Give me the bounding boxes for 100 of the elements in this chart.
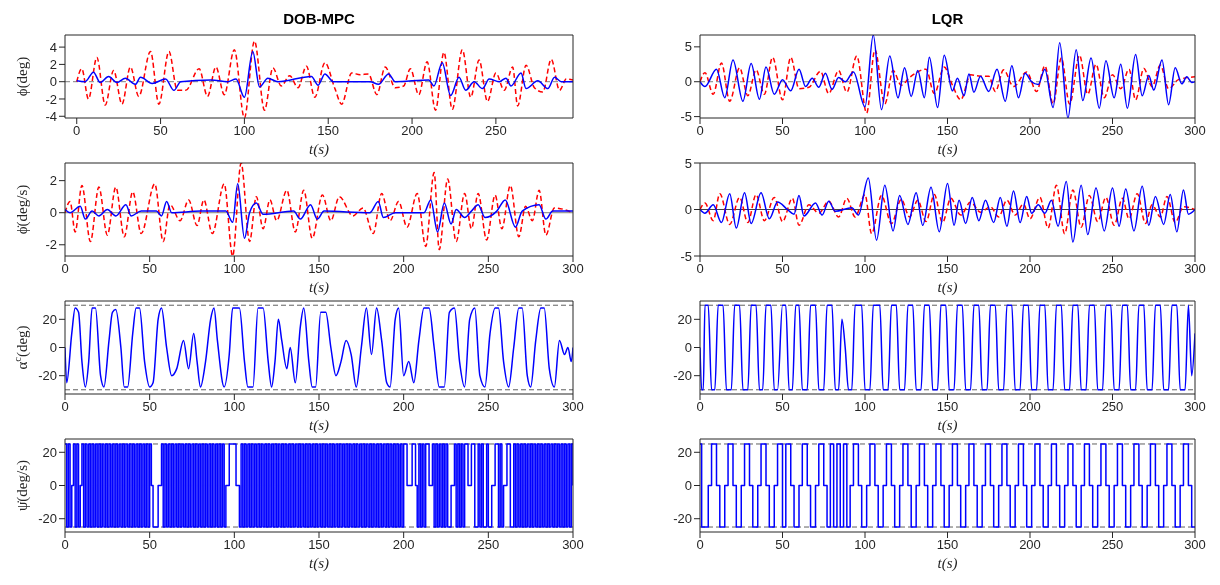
x-tick-label: 0 [696,399,704,415]
x-tick-label: 50 [775,399,790,415]
x-tick-label: 100 [233,123,256,139]
x-tick-label: 0 [696,261,704,277]
x-tick-label: 50 [775,123,790,139]
x-axis-title: t(s) [309,279,329,296]
x-tick-label: 300 [1184,537,1206,553]
y-tick-label: -20 [673,511,692,527]
y-tick-label: -20 [673,368,692,384]
line-series [65,183,573,240]
x-tick-label: 100 [223,399,246,415]
x-axis-title: t(s) [937,279,958,296]
x-tick-label: 200 [392,261,415,277]
x-axis-title: t(s) [937,417,958,434]
y-tick-label: 0 [49,74,57,90]
x-tick-label: 0 [61,399,69,415]
x-tick-label: 250 [1101,399,1124,415]
line-series [700,48,1195,114]
x-axis-title: t(s) [309,417,329,434]
x-tick-label: 0 [696,123,704,139]
x-tick-label: 150 [317,123,340,139]
x-axis-title: t(s) [937,141,958,158]
x-tick-label: 200 [1019,399,1041,415]
y-tick-label: -5 [680,109,692,125]
y-tick-label: 2 [49,57,57,73]
x-tick-label: 300 [1184,261,1206,277]
x-tick-label: 50 [142,261,157,277]
x-tick-label: 50 [775,537,790,553]
x-tick-label: 300 [562,399,584,415]
y-tick-label: 0 [684,340,692,356]
x-tick-label: 250 [1101,537,1124,553]
line-series [700,184,1195,235]
y-tick-label: 0 [684,74,692,90]
x-tick-label: 50 [775,261,790,277]
x-tick-label: 150 [936,537,959,553]
line-series [75,40,573,118]
y-axis-title: ψ̇(deg/s) [14,459,32,512]
x-tick-label: 100 [854,537,876,553]
y-tick-label: -20 [38,368,57,384]
x-axis-title: t(s) [937,555,958,572]
x-tick-label: 50 [153,123,168,139]
x-axis-title: t(s) [309,141,329,158]
x-tick-label: 0 [61,261,69,277]
x-tick-label: 300 [1184,399,1206,415]
x-tick-label: 100 [223,537,246,553]
x-tick-label: 50 [142,537,157,553]
line-series [700,304,1195,391]
y-tick-label: 0 [49,205,57,221]
chart-title: LQR [930,10,965,27]
x-tick-label: 100 [854,261,876,277]
y-tick-label: 5 [684,155,692,171]
x-tick-label: 200 [1019,537,1041,553]
line-series [700,177,1195,243]
x-tick-label: 150 [308,399,330,415]
x-tick-label: 0 [696,537,704,553]
x-tick-label: 250 [477,399,500,415]
x-tick-label: 300 [562,537,584,553]
y-tick-label: 4 [49,39,57,55]
x-tick-label: 200 [1019,123,1041,139]
x-tick-label: 150 [308,261,330,277]
y-tick-label: -4 [45,108,57,124]
x-tick-label: 100 [854,123,876,139]
y-tick-label: -5 [680,248,692,264]
y-tick-label: 20 [677,311,692,327]
x-tick-label: 200 [392,399,415,415]
x-tick-label: 200 [392,537,415,553]
x-tick-label: 150 [308,537,330,553]
y-tick-label: 20 [677,444,692,460]
x-tick-label: 100 [223,261,246,277]
y-tick-label: -2 [45,91,57,107]
x-tick-label: 100 [854,399,876,415]
y-tick-label: 0 [684,202,692,218]
y-tick-label: 2 [49,173,57,189]
x-tick-label: 200 [1019,261,1041,277]
y-tick-label: -20 [38,511,57,527]
y-tick-label: 0 [49,340,57,356]
x-tick-label: 250 [485,123,507,139]
y-tick-label: -2 [45,237,57,253]
line-series [75,50,573,98]
chart-title: DOB-MPC [282,10,356,27]
x-tick-label: 250 [477,261,500,277]
y-tick-label: 20 [42,311,57,327]
x-tick-label: 0 [61,537,69,553]
x-tick-label: 150 [936,261,959,277]
x-tick-label: 250 [1101,123,1124,139]
y-tick-label: 5 [684,39,692,55]
x-tick-label: 0 [73,123,81,139]
x-axis-title: t(s) [309,555,329,572]
x-tick-label: 150 [936,123,959,139]
x-tick-label: 150 [936,399,959,415]
y-tick-label: 0 [49,478,57,494]
y-tick-label: 20 [42,444,57,460]
x-tick-label: 300 [1184,123,1206,139]
y-tick-label: 0 [684,478,692,494]
x-tick-label: 200 [401,123,423,139]
x-tick-label: 250 [1101,261,1124,277]
x-tick-label: 50 [142,399,157,415]
y-axis-title: ϕ̇(deg/s) [14,184,32,235]
x-tick-label: 300 [562,261,584,277]
line-series [65,307,573,388]
